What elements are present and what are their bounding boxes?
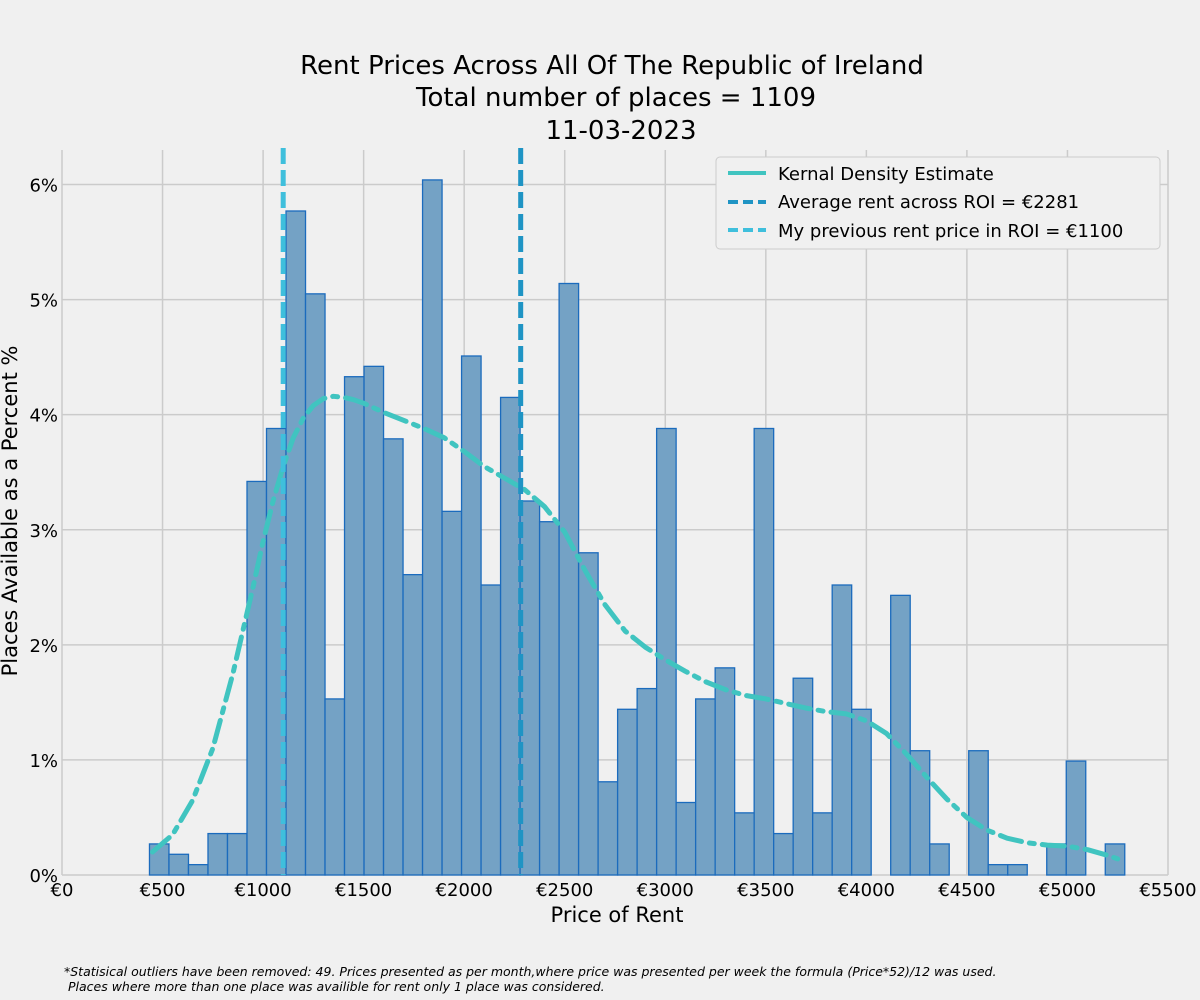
histogram-bar xyxy=(675,801,697,876)
chart-title-line-3: 11-03-2023 xyxy=(545,116,696,146)
reference-lines xyxy=(280,148,524,875)
histogram-bar xyxy=(421,179,443,876)
legend-average-label: Average rent across ROI = €2281 xyxy=(778,192,1079,213)
histogram-bar xyxy=(363,365,385,876)
histogram-bar xyxy=(324,698,346,876)
kde-line xyxy=(150,393,1121,862)
histogram-bar xyxy=(733,812,755,876)
legend: Kernal Density Estimate Average rent acr… xyxy=(715,156,1161,250)
histogram-bar xyxy=(558,282,580,876)
kde-layer xyxy=(150,393,1121,862)
chart-title-line-1: Rent Prices Across All Of The Republic o… xyxy=(300,51,924,81)
histogram-bar xyxy=(753,427,775,876)
histogram-bar xyxy=(655,427,677,876)
histogram-bar xyxy=(597,781,619,876)
x-tick-label: €4500 xyxy=(938,880,995,901)
y-tick-label: 3% xyxy=(29,521,58,542)
histogram-bar xyxy=(1007,863,1028,876)
histogram-bar xyxy=(538,521,560,876)
histogram-bar xyxy=(1065,760,1087,876)
histogram-bar xyxy=(890,594,911,876)
y-tick-label: 1% xyxy=(29,751,58,772)
histogram-bar xyxy=(929,843,950,876)
footnote: *Statisical outliers have been removed: … xyxy=(64,964,996,994)
y-tick-label: 2% xyxy=(29,636,58,657)
histogram-bar xyxy=(792,677,814,876)
histogram-bar xyxy=(812,812,833,876)
footnote-line-1: *Statisical outliers have been removed: … xyxy=(64,964,997,979)
histogram-bar xyxy=(168,853,190,876)
x-tick-label: €1500 xyxy=(335,880,392,901)
y-tick-label: 0% xyxy=(29,866,58,887)
histogram-bar xyxy=(285,210,307,876)
histogram-bar xyxy=(480,584,502,876)
x-tick-label: €4000 xyxy=(838,880,895,901)
tick-labels: €0 €500 €1000 €1500 €2000 €2500 €3000 €3500 €400… xyxy=(29,176,1196,901)
y-axis-label: Places Available as a Percent % xyxy=(0,346,22,677)
histogram-bar xyxy=(773,832,794,876)
histogram-bar xyxy=(909,750,931,876)
x-tick-label: €2500 xyxy=(536,880,593,901)
histogram-bar xyxy=(207,832,229,876)
y-tick-label: 4% xyxy=(29,406,58,427)
histogram-bar xyxy=(304,293,326,876)
legend-kde-label: Kernal Density Estimate xyxy=(778,164,994,185)
chart-title-line-2: Total number of places = 1109 xyxy=(415,83,816,113)
footnote-line-2: Places where more than one place was ava… xyxy=(64,979,605,994)
legend-box xyxy=(715,156,1161,250)
histogram-bar xyxy=(499,396,521,876)
histogram-bar xyxy=(343,376,365,876)
histogram-bar xyxy=(382,438,404,876)
histogram-bar xyxy=(402,573,424,876)
x-tick-label: €2000 xyxy=(436,880,493,901)
histogram-bar xyxy=(851,708,872,876)
histogram-bars xyxy=(148,179,1126,876)
histogram-bar xyxy=(441,510,463,876)
histogram-bar xyxy=(831,584,853,876)
y-tick-label: 5% xyxy=(29,291,58,312)
x-tick-label: €500 xyxy=(140,880,186,901)
x-tick-label: €5500 xyxy=(1139,880,1196,901)
histogram-bar xyxy=(1046,843,1067,876)
grid xyxy=(61,150,1169,876)
x-axis-label: Price of Rent xyxy=(551,903,684,927)
x-tick-label: €1000 xyxy=(234,880,291,901)
histogram-bar xyxy=(968,750,989,876)
y-tick-label: 6% xyxy=(29,176,58,197)
histogram-bar xyxy=(714,667,736,876)
x-tick-label: €0 xyxy=(51,880,74,901)
histogram-bar xyxy=(636,687,658,876)
histogram-bar xyxy=(187,863,209,876)
histogram-bar xyxy=(460,355,482,876)
histogram-bar xyxy=(577,552,599,876)
legend-previous-label: My previous rent price in ROI = €1100 xyxy=(778,221,1123,242)
x-tick-label: €5000 xyxy=(1039,880,1096,901)
histogram-bar xyxy=(987,863,1009,876)
histogram-bar xyxy=(694,698,716,876)
histogram-bar xyxy=(616,708,638,876)
histogram-bar xyxy=(226,832,248,876)
x-tick-label: €3500 xyxy=(737,880,794,901)
x-tick-label: €3000 xyxy=(637,880,694,901)
